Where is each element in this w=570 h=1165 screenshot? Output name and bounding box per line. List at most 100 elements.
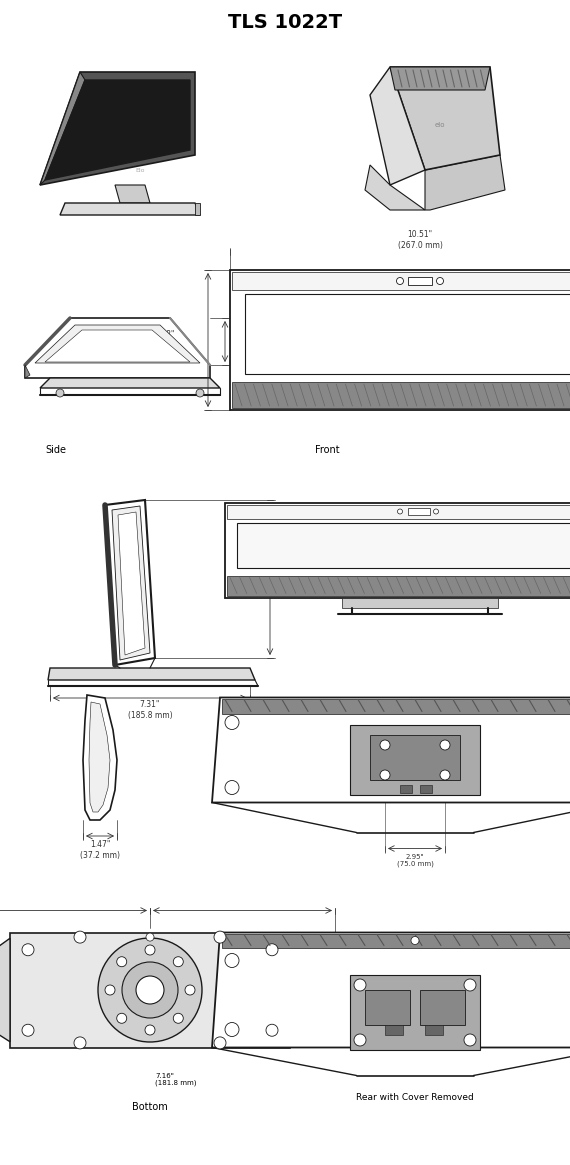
Polygon shape <box>390 68 500 170</box>
Bar <box>10 932 290 1047</box>
Circle shape <box>225 781 239 795</box>
Polygon shape <box>40 72 85 185</box>
Circle shape <box>440 770 450 781</box>
Bar <box>227 504 570 518</box>
Polygon shape <box>112 506 150 661</box>
Circle shape <box>117 956 127 967</box>
Bar <box>350 975 480 1050</box>
Circle shape <box>22 944 34 955</box>
Circle shape <box>22 1024 34 1036</box>
Circle shape <box>98 938 202 1042</box>
Circle shape <box>74 1037 86 1048</box>
Polygon shape <box>118 511 145 655</box>
Text: 7.16"
(181.8 mm): 7.16" (181.8 mm) <box>155 1073 197 1086</box>
Circle shape <box>196 389 204 397</box>
Bar <box>385 1025 403 1035</box>
Circle shape <box>136 976 164 1004</box>
Circle shape <box>354 979 366 991</box>
Circle shape <box>464 1035 476 1046</box>
Text: 10.51"
(267.0 mm): 10.51" (267.0 mm) <box>397 231 442 249</box>
Polygon shape <box>390 68 490 90</box>
Circle shape <box>437 277 443 284</box>
Bar <box>400 785 412 793</box>
Text: 7.82"
(192.7 mm): 7.82" (192.7 mm) <box>278 570 323 588</box>
Polygon shape <box>370 68 425 185</box>
Circle shape <box>266 944 278 955</box>
Polygon shape <box>35 325 200 363</box>
Circle shape <box>225 953 239 967</box>
Polygon shape <box>105 500 155 665</box>
Circle shape <box>225 715 239 729</box>
Text: Elo: Elo <box>135 168 145 172</box>
Circle shape <box>266 1024 278 1036</box>
Text: Elo: Elo <box>411 938 419 942</box>
Polygon shape <box>425 155 505 210</box>
Circle shape <box>434 509 438 514</box>
Text: 5.28"
(134.0 mm): 5.28" (134.0 mm) <box>233 332 278 351</box>
Polygon shape <box>365 165 425 210</box>
Bar <box>408 508 430 515</box>
Text: 7.31"
(185.8 mm): 7.31" (185.8 mm) <box>128 700 172 720</box>
Polygon shape <box>0 938 10 1042</box>
Circle shape <box>214 931 226 944</box>
Circle shape <box>146 933 154 941</box>
Polygon shape <box>25 318 210 377</box>
Polygon shape <box>83 696 117 820</box>
Circle shape <box>214 1037 226 1048</box>
Circle shape <box>173 956 184 967</box>
Circle shape <box>173 1014 184 1023</box>
Circle shape <box>225 1023 239 1037</box>
Circle shape <box>74 931 86 944</box>
Circle shape <box>380 740 390 750</box>
Polygon shape <box>45 330 190 362</box>
Circle shape <box>117 1014 127 1023</box>
Text: Rear with Cover Removed: Rear with Cover Removed <box>356 1093 474 1102</box>
Text: Side: Side <box>45 445 66 456</box>
Bar <box>420 990 465 1025</box>
Polygon shape <box>48 668 255 680</box>
Bar <box>237 522 570 567</box>
Text: 1.47"
(37.2 mm): 1.47" (37.2 mm) <box>80 840 120 860</box>
Circle shape <box>380 770 390 781</box>
Polygon shape <box>290 938 335 1042</box>
Polygon shape <box>25 365 30 377</box>
Polygon shape <box>212 932 570 1047</box>
Circle shape <box>440 740 450 750</box>
Bar <box>342 598 498 607</box>
Bar <box>227 576 570 595</box>
Text: elo: elo <box>435 122 445 128</box>
Circle shape <box>411 937 419 945</box>
Polygon shape <box>115 185 150 203</box>
Circle shape <box>105 984 115 995</box>
Circle shape <box>56 389 64 397</box>
Circle shape <box>397 509 402 514</box>
Circle shape <box>464 979 476 991</box>
Bar <box>222 933 570 947</box>
Bar <box>225 502 570 598</box>
Bar <box>420 785 432 793</box>
Bar <box>232 382 570 408</box>
Circle shape <box>145 945 155 955</box>
Circle shape <box>185 984 195 995</box>
Polygon shape <box>212 698 570 803</box>
Polygon shape <box>60 203 200 216</box>
Text: Elo: Elo <box>411 702 419 708</box>
Bar <box>245 294 570 374</box>
Text: Front: Front <box>315 445 340 456</box>
Text: 7.58"
(192.5 mm): 7.58" (192.5 mm) <box>131 331 175 350</box>
Circle shape <box>122 962 178 1018</box>
Bar <box>350 725 480 795</box>
Circle shape <box>145 1025 155 1035</box>
Bar <box>230 270 570 410</box>
Bar <box>222 699 570 713</box>
Text: Elo: Elo <box>415 391 425 398</box>
Bar <box>370 735 460 781</box>
Circle shape <box>397 277 404 284</box>
Polygon shape <box>40 72 195 185</box>
Polygon shape <box>45 80 190 181</box>
Text: 2.95"
(75.0 mm): 2.95" (75.0 mm) <box>397 854 433 867</box>
Text: Bottom: Bottom <box>132 1102 168 1113</box>
Circle shape <box>354 1035 366 1046</box>
Bar <box>425 1025 443 1035</box>
Bar <box>232 271 570 290</box>
